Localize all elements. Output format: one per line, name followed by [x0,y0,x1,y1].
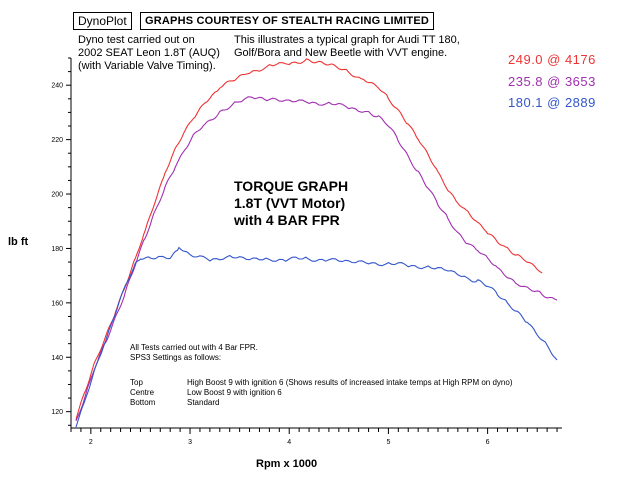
chart-axes [70,58,562,429]
x-tick-label: 2 [89,439,93,446]
chart-title-line: TORQUE GRAPH [234,178,349,194]
settings-name: Top [130,378,143,387]
chart-title-line: 1.8T (VVT Motor) [234,195,346,211]
chart-series [75,58,558,428]
test-description-line: 2002 SEAT Leon 1.8T (AUQ) [78,47,220,59]
y-tick-label: 180 [51,246,63,253]
settings-desc: Low Boost 9 with ignition 6 [187,388,282,397]
dynoplot-logo-box: DynoPlot [73,12,132,30]
chart-ticks: 2 3 4 5 6 120 140 160 180 200 220 240 [51,57,558,446]
graph-description: This illustrates a typical graph for Aud… [234,34,460,60]
x-tick-label: 6 [486,439,490,446]
series-line-top [75,58,543,420]
test-description: Dyno test carried out on 2002 SEAT Leon … [78,34,220,73]
y-tick-label: 240 [51,83,63,90]
test-description-line: Dyno test carried out on [78,34,195,46]
graph-description-line: This illustrates a typical graph for Aud… [234,34,460,46]
graph-description-line: Golf/Bora and New Beetle with VVT engine… [234,47,448,59]
settings-desc: High Boost 9 with ignition 6 (Shows resu… [187,378,513,387]
settings-desc: Standard [187,398,220,407]
settings-name: Centre [130,388,155,397]
y-axis-label: lb ft [8,236,29,248]
settings-row: Centre Low Boost 9 with ignition 6 [130,388,513,398]
y-tick-label: 140 [51,355,63,362]
x-tick-label: 3 [188,439,192,446]
y-tick-label: 120 [51,409,63,416]
test-notes: All Tests carried out with 4 Bar FPR. SP… [130,343,258,363]
y-tick-label: 200 [51,192,63,199]
settings-row: Bottom Standard [130,398,513,408]
courtesy-banner: GRAPHS COURTESY OF STEALTH RACING LIMITE… [140,12,435,30]
x-tick-label: 4 [287,439,291,446]
peak-label-centre: 235.8 @ 3653 [508,74,596,89]
y-tick-label: 160 [51,300,63,307]
test-notes-line: All Tests carried out with 4 Bar FPR. [130,343,258,352]
peak-label-top: 249.0 @ 4176 [508,52,596,67]
settings-name: Bottom [130,398,156,407]
y-tick-label: 220 [51,137,63,144]
x-tick-label: 5 [386,439,390,446]
chart-title-line: with 4 BAR FPR [234,212,340,228]
settings-legend: Top High Boost 9 with ignition 6 (Shows … [130,378,513,408]
x-axis-label: Rpm x 1000 [256,458,318,470]
series-line-centre [75,96,558,422]
peak-label-bottom: 180.1 @ 2889 [508,95,596,110]
series-line-bottom [75,246,558,428]
test-notes-line: SPS3 Settings as follows: [130,353,222,362]
settings-row: Top High Boost 9 with ignition 6 (Shows … [130,378,513,388]
test-description-line: (with Variable Valve Timing). [78,60,216,72]
chart-title: TORQUE GRAPH 1.8T (VVT Motor) with 4 BAR… [234,178,348,229]
